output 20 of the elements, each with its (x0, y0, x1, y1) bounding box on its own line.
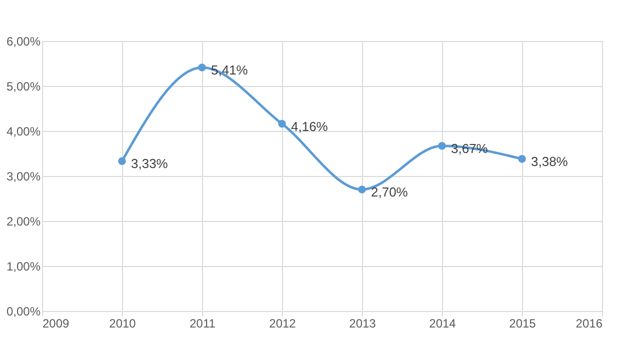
y-tick-label: 0,00% (6, 304, 41, 318)
data-label: 3,33% (131, 156, 168, 172)
y-tick-label: 1,00% (6, 260, 41, 274)
x-tick-label: 2010 (109, 316, 136, 330)
y-tick-label: 2,00% (6, 214, 41, 228)
x-tick-label: 2009 (42, 316, 70, 330)
y-tick-label: 3,00% (6, 170, 41, 184)
y-tick-label: 6,00% (6, 34, 41, 48)
x-tick-label: 2011 (190, 316, 216, 330)
data-label: 4,16% (291, 118, 328, 134)
y-tick-label: 4,00% (6, 124, 41, 138)
y-tick-label: 5,00% (6, 80, 41, 94)
x-tick-label: 2013 (349, 316, 376, 330)
x-tick-label: 2016 (576, 316, 603, 330)
x-tick-label: 2015 (509, 316, 536, 330)
x-tick-label: 2014 (429, 316, 456, 330)
data-label: 2,70% (371, 184, 408, 200)
data-label: 3,38% (531, 154, 568, 169)
x-tick-label: 2012 (269, 316, 296, 330)
data-label: 5,41% (211, 62, 248, 78)
